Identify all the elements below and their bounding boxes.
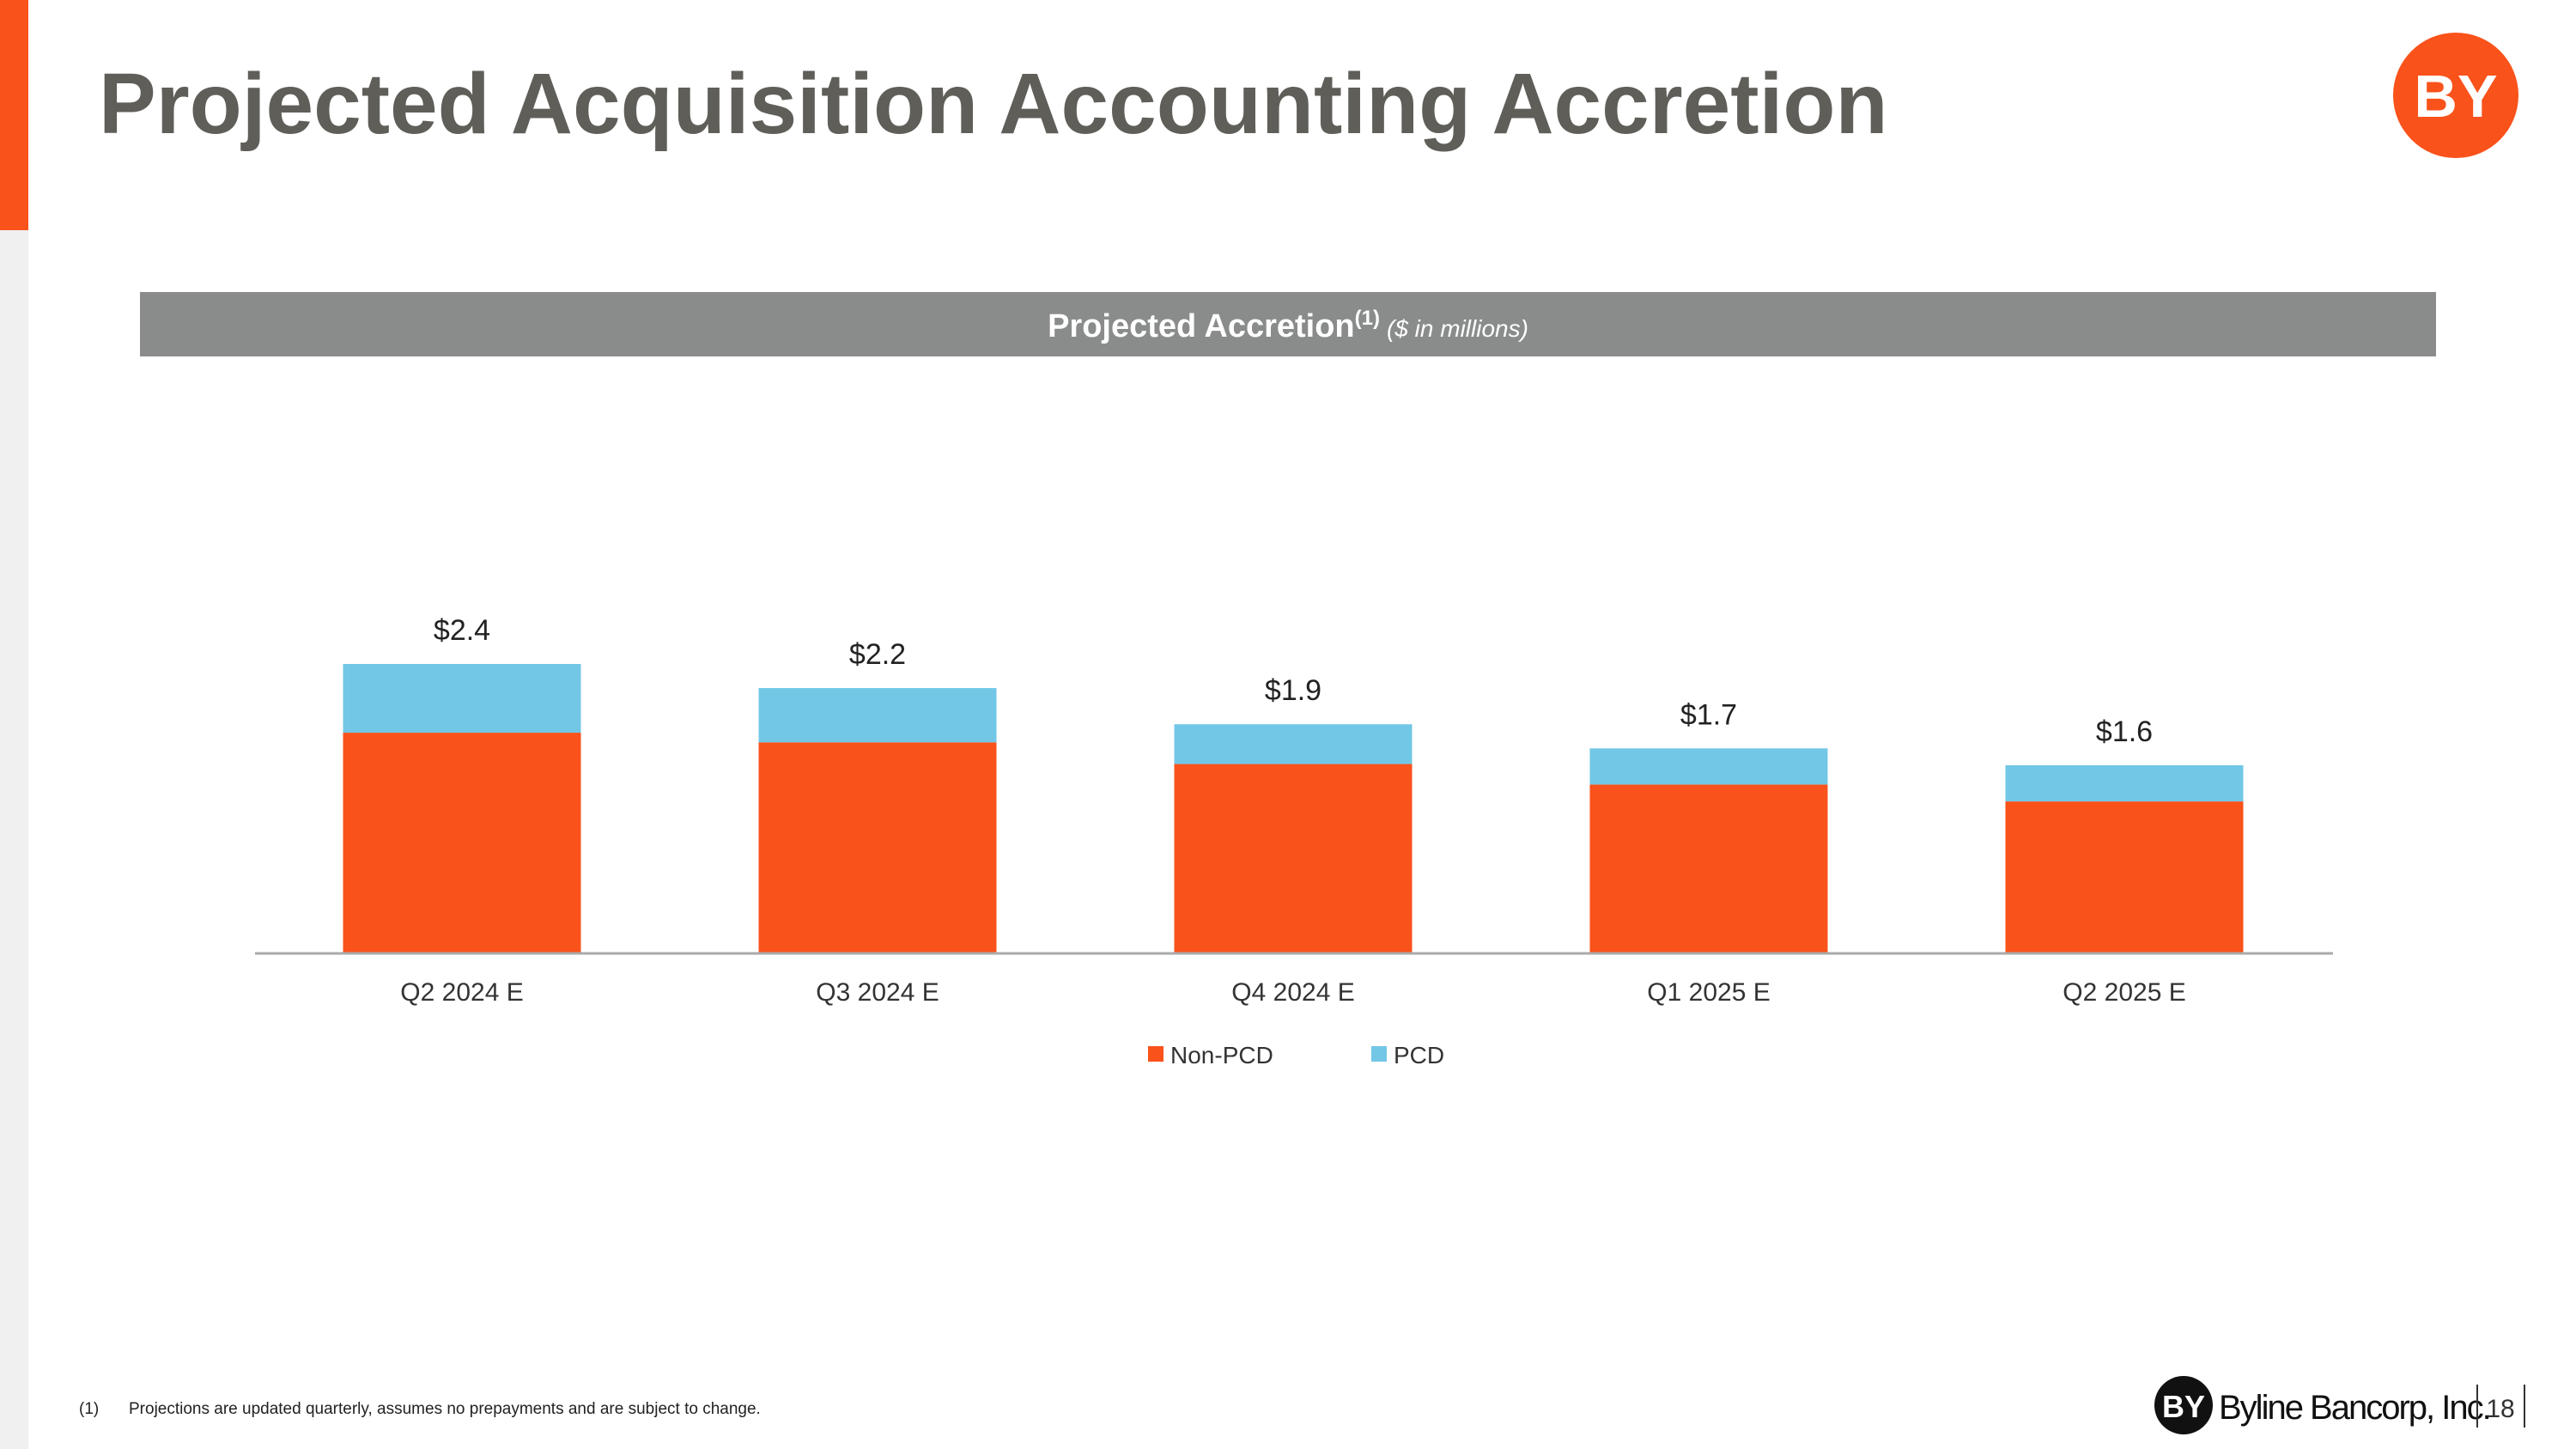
footer-logo-text: BY [2162, 1389, 2205, 1424]
plot: $2.4 Q2 2024 E $2.2 Q3 2024 E $1.9 Q4 2024 E $… [255, 614, 2333, 1068]
bar-segment [758, 742, 997, 953]
footer-company: Byline Bancorp, Inc. [2219, 1389, 2490, 1427]
slide-title: Projected Acquisition Accounting Accreti… [99, 56, 1888, 152]
logo [2393, 33, 2518, 158]
chart-header [140, 292, 2436, 356]
bar-segment [343, 664, 581, 734]
total-label: $1.7 [1680, 698, 1737, 731]
footer-logo [2154, 1376, 2213, 1434]
total-label: $2.2 [849, 638, 906, 671]
x-tick-label: Q2 2025 E [2063, 978, 2185, 1007]
footnote-marker: (1) [79, 1400, 99, 1418]
total-label: $1.9 [1265, 674, 1321, 707]
chart-title-note: (1) [1355, 307, 1380, 330]
bar-segment [1174, 764, 1413, 953]
bar-segment [2005, 801, 2244, 953]
footnote-text: Projections are updated quarterly, assum… [129, 1400, 761, 1418]
bar-segment [1589, 748, 1828, 785]
bar-segment [2005, 764, 2244, 802]
legend-label: Non-PCD [1170, 1042, 1273, 1068]
total-label: $1.6 [2096, 715, 2153, 748]
bar-segment [758, 688, 997, 743]
legend-label: PCD [1394, 1042, 1444, 1068]
bar-segment [343, 733, 581, 953]
chart-subtitle: ($ in millions) [1387, 315, 1528, 342]
legend-swatch [1371, 1046, 1387, 1062]
x-tick-label: Q4 2024 E [1231, 978, 1354, 1007]
bar-segment [1174, 724, 1413, 764]
total-label: $2.4 [434, 614, 490, 647]
chart-title: Projected Accretion(1) ($ in millions) [1048, 307, 1528, 344]
side-strip [0, 0, 28, 1449]
bar-segment [1589, 784, 1828, 953]
logo-text: BY [2414, 63, 2497, 130]
side-accent [0, 0, 28, 230]
x-tick-label: Q3 2024 E [816, 978, 939, 1007]
legend-swatch [1148, 1046, 1163, 1062]
page-number: 18 [2486, 1395, 2514, 1423]
x-tick-label: Q1 2025 E [1647, 978, 1770, 1007]
x-tick-label: Q2 2024 E [400, 978, 523, 1007]
chart-title-text: Projected Accretion [1048, 308, 1355, 344]
